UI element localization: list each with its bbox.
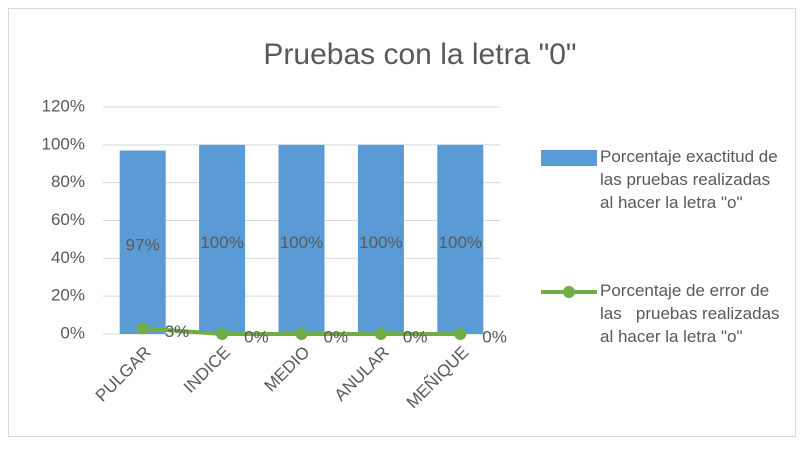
legend-label: Porcentaje exactitud de las pruebas real… bbox=[600, 147, 783, 212]
data-label: 100% bbox=[439, 233, 482, 252]
bar bbox=[278, 144, 325, 334]
y-tick-label: 80% bbox=[51, 172, 85, 191]
line-marker bbox=[216, 328, 229, 340]
chart-title: Pruebas con la letra "0" bbox=[263, 38, 576, 71]
y-tick-label: 60% bbox=[51, 210, 85, 229]
line-marker bbox=[454, 328, 467, 340]
data-label: 100% bbox=[280, 233, 323, 252]
data-label: 0% bbox=[244, 327, 269, 346]
y-tick-label: 0% bbox=[60, 323, 85, 342]
y-tick-label: 120% bbox=[42, 96, 85, 115]
legend-swatch bbox=[541, 150, 597, 166]
bar bbox=[199, 144, 246, 334]
bar bbox=[119, 150, 166, 334]
line-marker bbox=[295, 328, 308, 340]
data-label: 100% bbox=[359, 233, 402, 252]
bar bbox=[437, 144, 484, 334]
legend-label: Porcentaje de error de las pruebas reali… bbox=[600, 281, 785, 346]
bar bbox=[357, 144, 404, 334]
y-tick-label: 100% bbox=[42, 134, 85, 153]
data-label: 0% bbox=[482, 327, 507, 346]
data-label: 100% bbox=[200, 233, 243, 252]
line-marker bbox=[374, 328, 387, 340]
line-marker bbox=[136, 322, 149, 335]
y-tick-label: 20% bbox=[51, 286, 85, 305]
data-label: 3% bbox=[165, 322, 190, 341]
y-tick-label: 40% bbox=[51, 248, 85, 267]
data-label: 0% bbox=[324, 327, 349, 346]
data-label: 0% bbox=[403, 327, 428, 346]
legend-swatch bbox=[563, 286, 575, 298]
data-label: 97% bbox=[126, 236, 160, 255]
